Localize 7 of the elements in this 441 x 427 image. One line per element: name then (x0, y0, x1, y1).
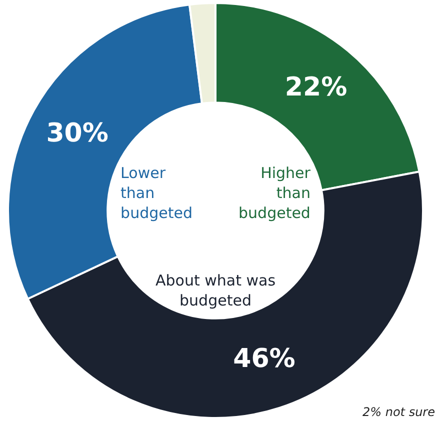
slice-label: About what was budgeted (155, 271, 276, 310)
text: 2% not sure (362, 405, 435, 420)
data-label: 30% (46, 118, 108, 148)
slice-label: Lower than budgeted (120, 164, 192, 222)
data-label: 46% (233, 344, 296, 374)
slice-label: Higher than budgeted (238, 164, 312, 222)
data-label: 22% (284, 72, 348, 103)
